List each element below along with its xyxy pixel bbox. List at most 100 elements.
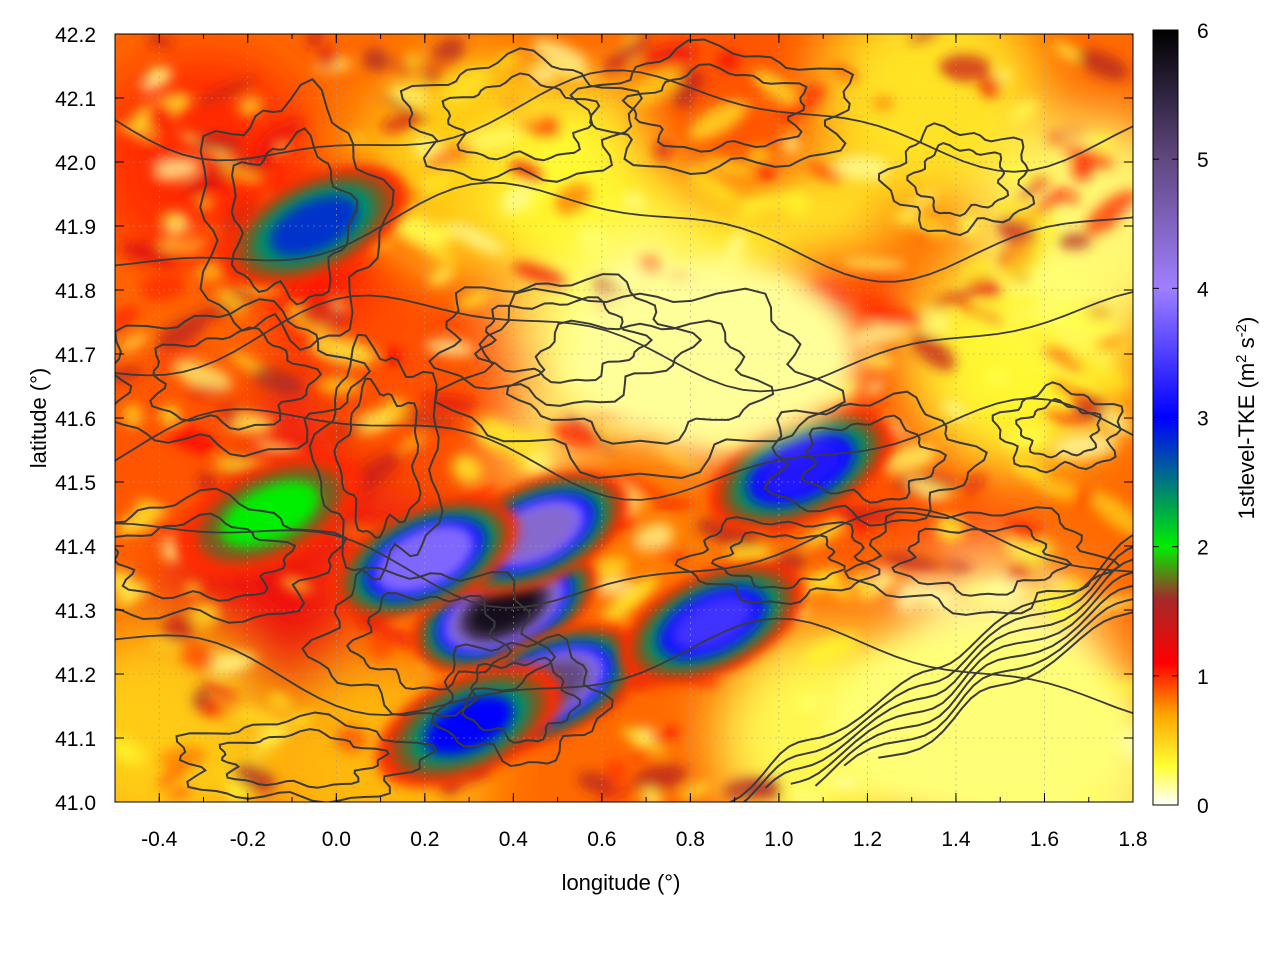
y-tick-label: 41.5	[55, 472, 96, 495]
y-axis-label: latitude (°)	[26, 368, 51, 469]
contour-line	[115, 291, 1133, 393]
heat-texture-mark	[192, 687, 211, 709]
colorbar-label-mid: s	[1234, 337, 1259, 354]
heat-texture-mark	[529, 62, 595, 80]
x-tick-label: 0.6	[587, 828, 616, 851]
heat-texture-mark	[403, 60, 453, 75]
heat-texture-mark	[1016, 180, 1044, 203]
x-tick-label: 0.2	[410, 828, 439, 851]
heat-texture-mark	[1065, 341, 1130, 362]
heat-texture-mark	[1012, 519, 1044, 541]
contour-line	[430, 633, 614, 768]
heat-texture-mark	[179, 642, 216, 670]
colorbar-ticks: 0 1 2 3 4 5 6	[1153, 20, 1209, 818]
heat-texture-mark	[717, 51, 740, 70]
x-tick-label: 1.8	[1118, 828, 1147, 851]
heat-texture-mark	[180, 255, 211, 274]
heat-feature	[176, 452, 363, 576]
heat-texture-mark	[941, 400, 968, 420]
heat-feature	[562, 259, 863, 449]
heat-texture-mark	[966, 275, 1003, 300]
heat-texture-mark	[803, 633, 859, 665]
heat-texture-mark	[1042, 345, 1087, 373]
y-tick-label: 41.1	[55, 728, 96, 751]
contour-line	[115, 487, 348, 624]
heat-texture-mark	[961, 259, 993, 282]
x-tick-label: 0.0	[322, 828, 351, 851]
colorbar-label-main: 1stlevel-TKE (m	[1234, 363, 1259, 519]
heat-texture-mark	[197, 472, 218, 493]
y-tick-label: 41.0	[55, 792, 96, 815]
contour-line	[814, 584, 1133, 787]
contour-line	[843, 598, 1133, 767]
heat-texture-mark	[317, 46, 339, 70]
contour-line	[461, 656, 582, 744]
heat-texture-mark	[115, 582, 149, 608]
colorbar-tick-label: 2	[1197, 537, 1209, 560]
heat-texture-mark	[960, 474, 987, 494]
heat-texture-mark	[458, 126, 523, 153]
heat-texture-mark	[1035, 478, 1086, 501]
heat-texture-mark	[158, 745, 208, 770]
heat-texture-mark	[935, 515, 965, 543]
heat-texture-mark	[251, 367, 304, 395]
heat-texture-mark	[984, 576, 1024, 605]
heat-texture-mark	[451, 454, 483, 484]
heat-feature-ring	[468, 585, 541, 635]
heat-texture-mark	[979, 75, 1001, 98]
heat-texture-mark	[115, 304, 140, 332]
heat-texture-mark	[630, 66, 683, 106]
x-tick-label: -0.4	[141, 828, 178, 851]
heat-feature-ring	[424, 695, 514, 756]
contour-line	[991, 381, 1124, 474]
heat-texture-mark	[1073, 488, 1097, 505]
heat-texture-mark	[139, 273, 185, 302]
heat-texture-mark	[380, 115, 417, 133]
heat-texture-mark	[895, 594, 916, 613]
heat-texture-mark	[597, 786, 634, 800]
heat-texture-mark	[915, 308, 953, 336]
heat-texture-mark	[985, 368, 1012, 386]
colorbar-tick-label: 5	[1197, 149, 1209, 172]
heat-texture-mark	[841, 258, 907, 270]
heat-feature	[828, 630, 1129, 802]
heat-texture-mark	[456, 290, 491, 310]
heat-texture-mark	[700, 156, 754, 177]
heat-texture-mark	[696, 517, 762, 548]
contour-line	[308, 333, 444, 581]
x-tick-label: 1.6	[1030, 828, 1059, 851]
colorbar-tick-label: 0	[1197, 795, 1209, 818]
contour-line	[800, 414, 948, 504]
heat-texture-mark	[1011, 456, 1048, 483]
heat-feature-core	[828, 630, 1129, 802]
contour-line	[569, 38, 855, 176]
heat-texture-mark	[330, 422, 368, 438]
heat-texture-mark	[400, 411, 458, 429]
heat-texture-mark	[975, 297, 1043, 314]
heat-texture-mark	[679, 782, 712, 800]
heat-texture-mark	[398, 434, 426, 452]
heat-texture-mark	[641, 787, 663, 802]
heat-texture-mark	[595, 579, 634, 595]
heat-texture-mark	[1003, 159, 1028, 181]
heat-texture-mark	[805, 162, 844, 182]
contour-line	[301, 566, 557, 718]
colorbar-tick-label: 3	[1197, 408, 1209, 431]
heat-texture-mark	[388, 85, 430, 105]
contour-line	[906, 142, 1010, 217]
colorbar-tick-label: 1	[1197, 666, 1209, 689]
contour-line	[199, 77, 395, 351]
heat-texture-mark	[633, 523, 674, 552]
heat-texture-mark	[549, 422, 600, 448]
heat-texture-mark	[211, 652, 259, 663]
x-tick-label: 1.2	[853, 828, 882, 851]
y-tick-label: 41.7	[55, 344, 96, 367]
colorbar-label-sup2: -2	[1233, 324, 1250, 337]
heat-texture-mark	[218, 165, 265, 184]
contour-line	[473, 296, 654, 384]
heat-texture-mark	[1089, 491, 1133, 537]
heat-texture-mark	[1053, 42, 1085, 64]
heat-texture-mark	[1025, 162, 1051, 178]
heat-texture-mark	[992, 198, 1056, 228]
